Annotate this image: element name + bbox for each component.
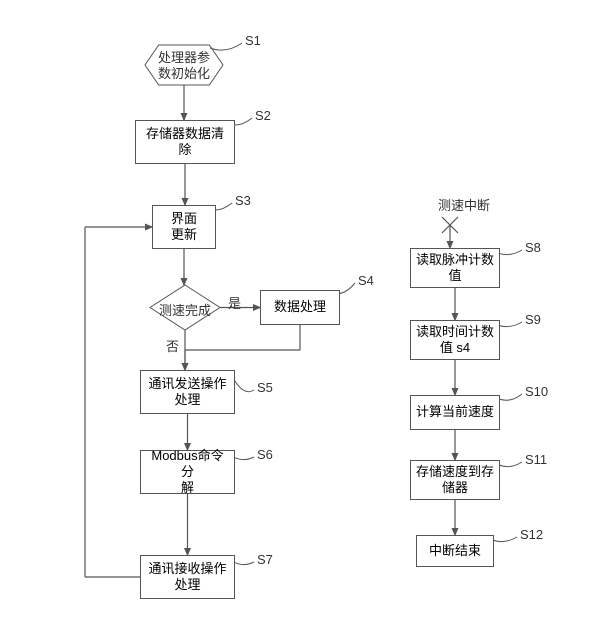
step-label-s2: S2 xyxy=(255,108,271,123)
node-s6: Modbus命令分 解 xyxy=(140,450,235,494)
step-label-s12: S12 xyxy=(520,527,543,542)
node-s3: 界面 更新 xyxy=(152,205,216,249)
step-label-s9: S9 xyxy=(525,312,541,327)
node-s10: 计算当前速度 xyxy=(410,395,500,430)
step-label-s3: S3 xyxy=(235,193,251,208)
step-label-s7: S7 xyxy=(257,552,273,567)
node-s5: 通讯发送操作 处理 xyxy=(140,370,235,414)
step-label-s10: S10 xyxy=(525,384,548,399)
node-s12: 中断结束 xyxy=(416,535,494,567)
edge-label: 是 xyxy=(228,293,241,312)
node-s9: 读取时间计数 值 s4 xyxy=(410,320,500,360)
edge-label: 否 xyxy=(166,336,179,355)
step-label-s1: S1 xyxy=(245,33,261,48)
node-s4: 数据处理 xyxy=(260,290,340,325)
step-label-s8: S8 xyxy=(525,240,541,255)
step-label-s11: S11 xyxy=(525,452,547,467)
flowchart-canvas: 处理器参 数初始化 S1 存储器数据清 除 S2 界面 更新 S3 测速完成 数据处理 S4 通讯… xyxy=(0,0,616,643)
node-irq: 测速中断 xyxy=(438,195,490,214)
node-s7: 通讯接收操作 处理 xyxy=(140,555,235,599)
node-dec: 测速完成 xyxy=(150,300,220,319)
node-s11: 存储速度到存 储器 xyxy=(410,460,500,500)
node-s2: 存储器数据清 除 xyxy=(135,120,235,164)
node-s8: 读取脉冲计数 值 xyxy=(410,248,500,288)
step-label-s6: S6 xyxy=(257,447,273,462)
node-s1: 处理器参 数初始化 xyxy=(150,50,218,81)
step-label-s5: S5 xyxy=(257,380,273,395)
step-label-s4: S4 xyxy=(358,273,374,288)
